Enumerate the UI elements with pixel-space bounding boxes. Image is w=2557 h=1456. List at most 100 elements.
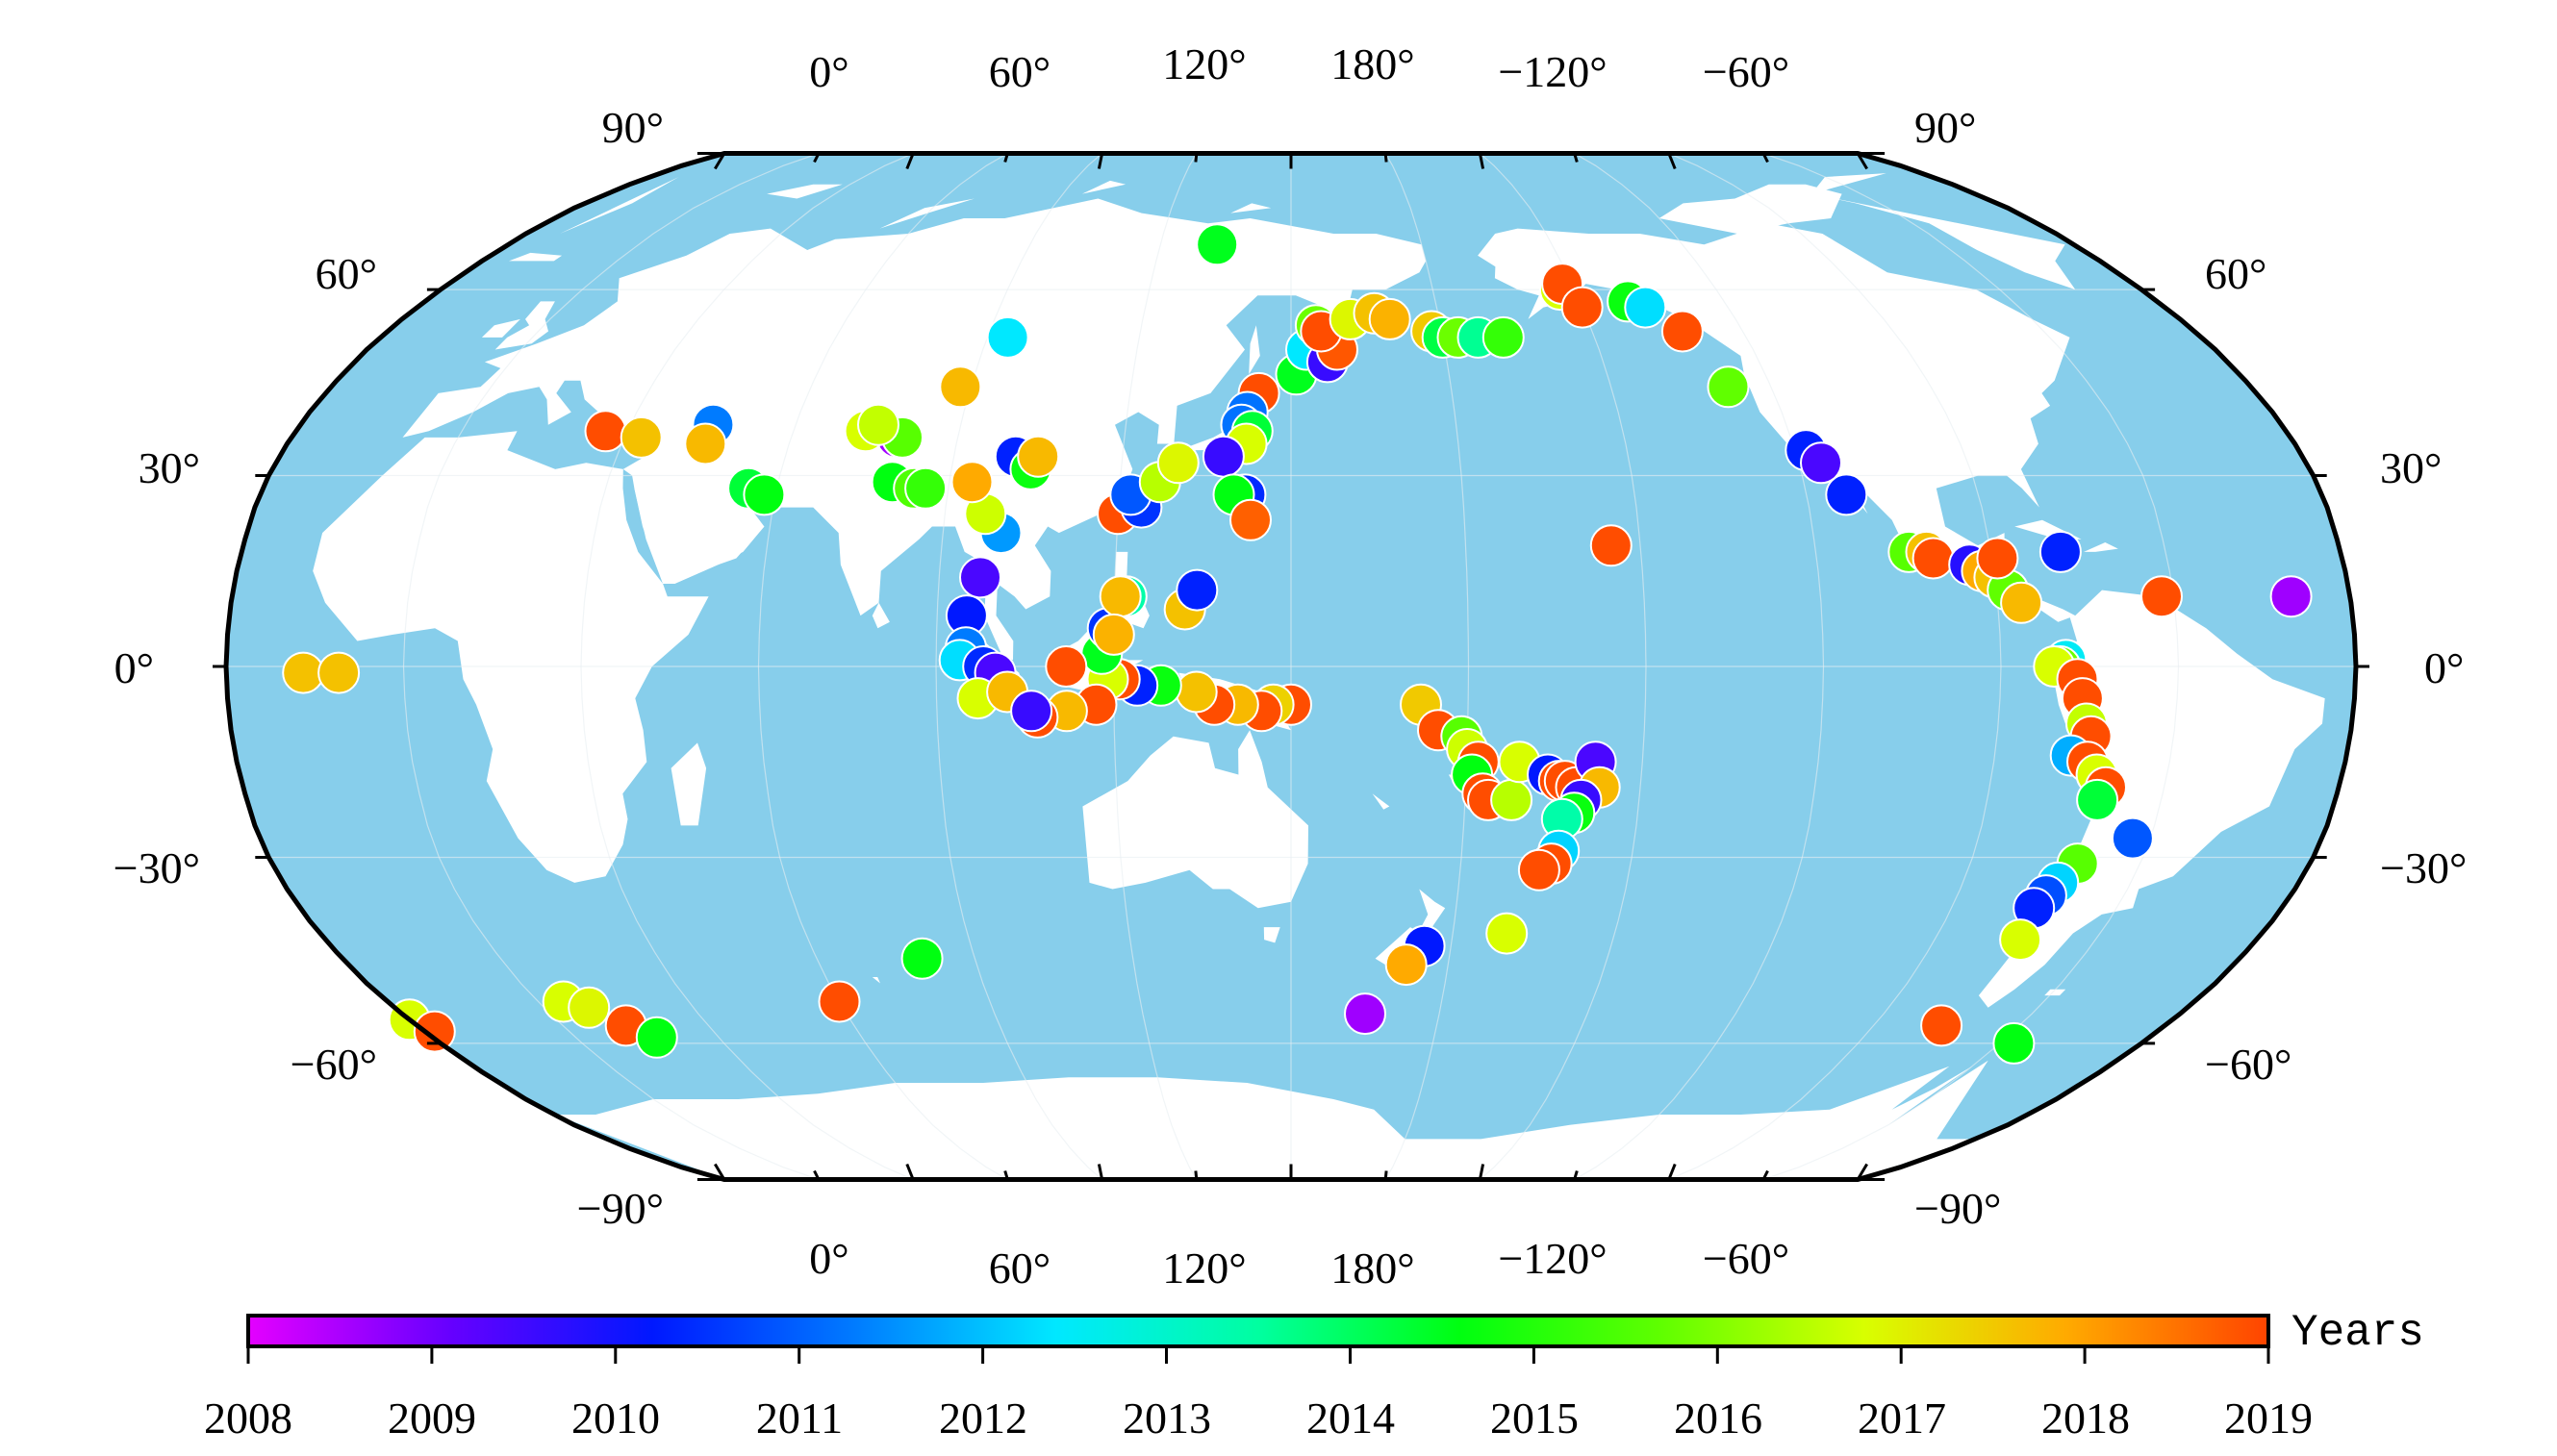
bottom-longitude-labels: 0° 60° 120° 180° −120° −60° [809, 1234, 1789, 1293]
earthquake-point [1202, 435, 1245, 478]
earthquake-point [1099, 575, 1142, 618]
earthquake-point [1196, 223, 1239, 266]
landmass-arabia-fix [634, 456, 765, 584]
frame-tick [1097, 1164, 1104, 1180]
earthquake-point [1624, 286, 1667, 329]
left-latitude-labels: 90° 60° 30° 0° −30° −60° −90° [114, 103, 664, 1233]
colorbar-tick-labels: 2008 2009 2010 2011 2012 2013 2014 2015 … [204, 1393, 2313, 1443]
earthquake-point [1229, 498, 1272, 541]
landmass-antarctica [555, 1060, 1988, 1180]
earthquake-point [1920, 1004, 1963, 1047]
frame-tick [1478, 153, 1485, 169]
landmass-ireland [481, 318, 520, 338]
earthquake-point [1481, 315, 1525, 359]
colorbar: Years 2008 2009 2010 2011 2012 2013 2014… [204, 1308, 2424, 1443]
colorbar-label-2017: 2017 [1858, 1393, 1946, 1443]
earthquake-point [818, 980, 861, 1023]
landmass-new-siberian [1230, 203, 1272, 213]
graticule-meridian [1574, 153, 1825, 1180]
bottom-lon-label-0: 0° [809, 1234, 848, 1283]
landmass-severnaya [1081, 180, 1127, 194]
frame-tick [905, 1163, 915, 1181]
earthquake-point [1176, 568, 1219, 612]
earthquake-point [986, 315, 1029, 359]
earthquake-point [2038, 530, 2082, 573]
frame-tick [1667, 152, 1677, 170]
top-lon-label-60: 60° [989, 47, 1051, 96]
frame-tick [1383, 1170, 1388, 1180]
landmass-kerguelen [872, 977, 880, 984]
frame-tick [905, 152, 915, 170]
earthquake-point [2269, 575, 2313, 618]
landmass-uk [494, 301, 555, 350]
landmass-tasmania [1263, 927, 1280, 943]
graticule-meridian [402, 153, 820, 1180]
left-lat-label-60: 60° [316, 249, 377, 298]
landmass-madagascar [671, 742, 707, 826]
graticule-meridian [757, 153, 1008, 1180]
earthquake-points [282, 223, 2313, 1065]
graticule-meridian [580, 153, 914, 1180]
frame-tick [1194, 1170, 1199, 1180]
earthquake-point [1010, 690, 1053, 733]
landmass-svalbard [767, 184, 843, 199]
bottom-lon-label-60: 60° [989, 1243, 1051, 1293]
frame-tick [1667, 1163, 1677, 1181]
colorbar-label-2014: 2014 [1306, 1393, 1395, 1443]
frame-tick [1761, 1169, 1769, 1181]
earthquake-point [1490, 778, 1533, 821]
earthquake-point [620, 415, 663, 459]
right-lat-label-60: 60° [2205, 249, 2266, 298]
earthquake-point [1517, 848, 1560, 891]
earthquake-point [1384, 943, 1428, 987]
left-lat-label-0: 0° [114, 643, 154, 692]
top-lon-label-neg60: −60° [1703, 47, 1789, 96]
left-lat-label-neg60: −60° [291, 1040, 377, 1089]
earthquake-point [1825, 473, 1868, 516]
earthquake-point [1344, 992, 1386, 1036]
frame-tick [1478, 1164, 1485, 1180]
earthquake-point [1092, 613, 1135, 656]
right-lat-label-0: 0° [2424, 643, 2464, 692]
right-lat-label-90: 90° [1914, 103, 1976, 152]
earthquake-point [1368, 297, 1411, 340]
earthquake-point [1800, 441, 1842, 485]
earthquake-point [568, 986, 611, 1029]
earthquake-point [584, 410, 627, 453]
graticule-meridian [1384, 153, 1470, 1180]
bottom-lon-label-180: 180° [1330, 1243, 1414, 1293]
earthquake-point [1045, 645, 1088, 688]
earthquake-point [900, 937, 944, 980]
colorbar-label-2009: 2009 [388, 1393, 476, 1443]
landmass-new-zealand-n [1419, 889, 1446, 928]
earthquake-point [904, 466, 948, 510]
landmass-canadian-arctic [1658, 184, 1842, 234]
frame-tick [1194, 153, 1199, 163]
right-lat-label-30: 30° [2380, 443, 2442, 492]
earthquake-point [1485, 912, 1529, 955]
landmass-north-america [1478, 223, 2076, 622]
earthquake-point [939, 365, 982, 409]
colorbar-gradient [246, 1314, 2270, 1348]
frame-tick [1761, 152, 1769, 163]
frame-tick [714, 1163, 726, 1181]
earthquake-point [2111, 816, 2154, 860]
earthquake-point [413, 1010, 456, 1053]
frame-tick [1573, 1170, 1579, 1180]
earthquake-point [1017, 435, 1060, 478]
frame-tick [1573, 153, 1579, 163]
graticule [226, 153, 2356, 1180]
earthquake-point [635, 1016, 678, 1059]
landmass-falklands [2044, 989, 2066, 996]
frame-tick [714, 152, 726, 170]
landmass-hispaniola [2084, 542, 2118, 552]
frame-tick [1003, 153, 1009, 163]
top-lon-label-180: 180° [1330, 39, 1414, 88]
earthquake-point [1999, 918, 2042, 962]
earthquake-point [1156, 441, 1200, 485]
earthquake-point [1175, 670, 1218, 714]
right-lat-label-neg30: −30° [2380, 843, 2467, 892]
right-latitude-labels: 90° 60° 30° 0° −30° −60° −90° [1914, 103, 2467, 1233]
graticule-meridian [935, 153, 1102, 1180]
